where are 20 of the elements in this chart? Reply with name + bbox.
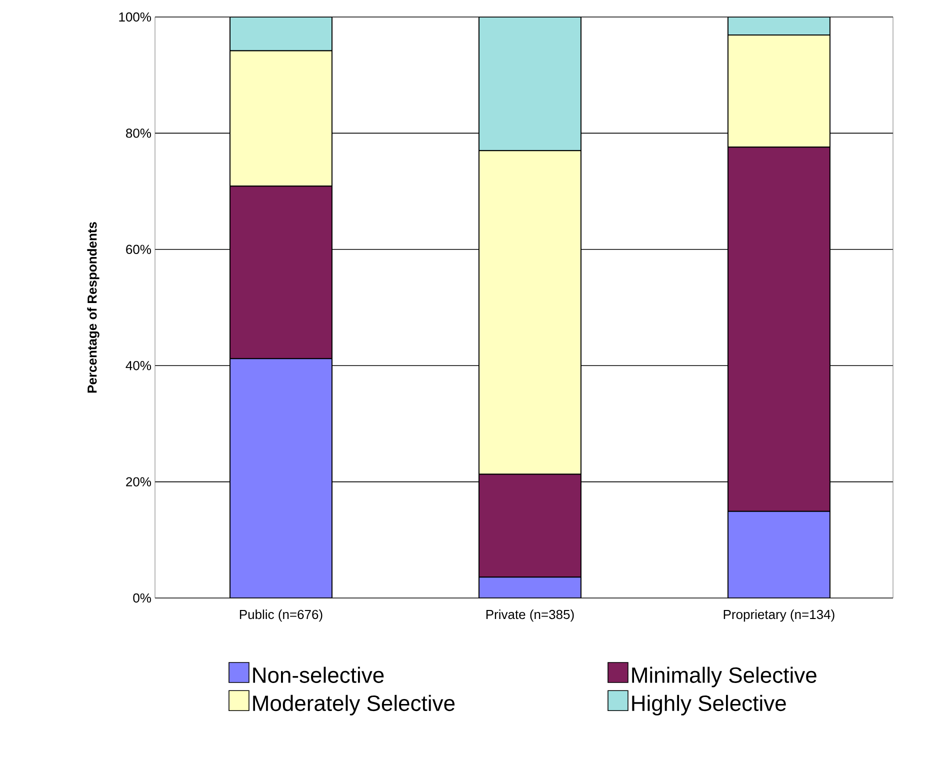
y-tick-label: 20% bbox=[126, 477, 152, 486]
bar bbox=[229, 358, 332, 598]
bar bbox=[727, 510, 830, 598]
bar bbox=[727, 16, 830, 36]
legend-label: Non-selective bbox=[253, 666, 384, 683]
legend-label: Minimally Selective bbox=[632, 666, 816, 688]
y-tick-label: 60% bbox=[126, 244, 152, 254]
x-tick-label: Private (n=385) bbox=[486, 610, 574, 622]
legend-label: Moderately Selective bbox=[253, 694, 455, 716]
bar bbox=[478, 576, 582, 598]
y-axis-title: Percentage of Respondents bbox=[87, 222, 100, 393]
bar bbox=[478, 16, 582, 152]
x-tick-label: Public (n=676) bbox=[240, 610, 322, 622]
y-tick-label: 80% bbox=[126, 128, 152, 138]
x-tick-label: Proprietary (n=134) bbox=[724, 610, 834, 622]
y-tick-label: 100% bbox=[119, 12, 152, 22]
y-tick-label: 0% bbox=[133, 593, 152, 603]
bar bbox=[229, 16, 332, 52]
legend-label: Highly Selective bbox=[632, 694, 786, 716]
y-tick-label: 40% bbox=[126, 360, 152, 370]
